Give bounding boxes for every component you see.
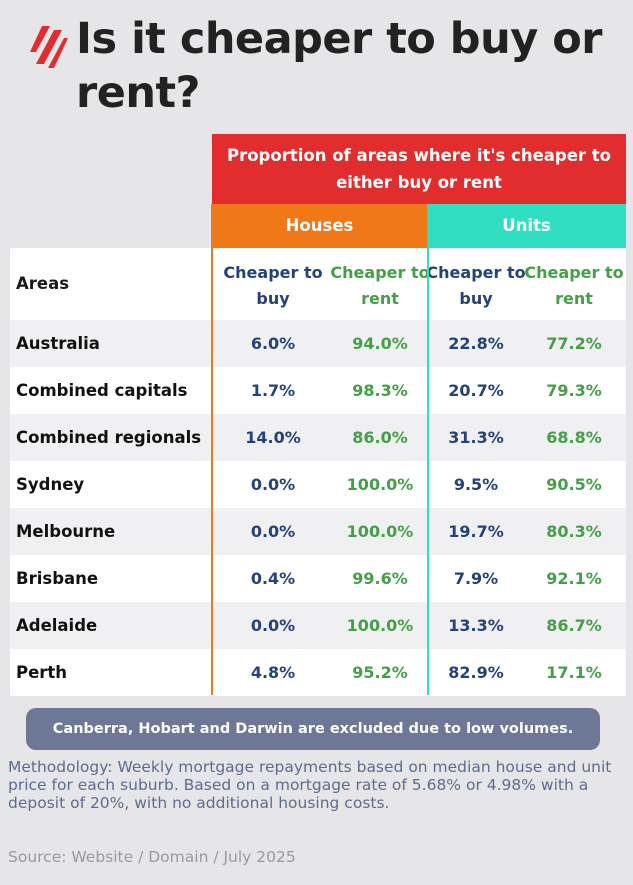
cell-houses-buy: 4.8% [250,663,296,682]
table-row: Melbourne 0.0% 100.0% 19.7% 80.3% [10,508,626,555]
houses-divider [211,204,213,695]
cell-units-buy: 13.3% [448,616,504,635]
cell-houses-buy: 0.0% [250,475,296,494]
column-header-row: Areas Cheaper to buy Cheaper to rent Che… [10,248,626,320]
cell-houses-buy: 1.7% [250,381,296,400]
cell-houses-buy: 0.0% [250,616,296,635]
table-row: Perth 4.8% 95.2% 82.9% 17.1% [10,649,626,696]
cell-houses-rent: 95.2% [352,663,408,682]
cell-houses-rent: 100.0% [346,616,414,635]
cell-units-buy: 9.5% [453,475,499,494]
cell-units-buy: 7.9% [453,569,499,588]
cell-units-rent: 90.5% [546,475,602,494]
cell-houses-rent: 100.0% [346,522,414,541]
cell-houses-buy: 6.0% [250,334,296,353]
column-header-units-buy: Cheaper to buy [426,263,526,308]
cell-houses-rent: 99.6% [352,569,408,588]
area-name: Brisbane [16,569,99,588]
cell-units-buy: 82.9% [448,663,504,682]
units-divider [427,204,429,695]
table-row: Sydney 0.0% 100.0% 9.5% 90.5% [10,461,626,508]
cell-units-buy: 19.7% [448,522,504,541]
area-name: Australia [16,334,100,353]
exclusion-note: Canberra, Hobart and Darwin are excluded… [26,708,600,750]
column-header-houses-buy: Cheaper to buy [223,263,323,308]
cell-units-buy: 22.8% [448,334,504,353]
table-header-proportion: Proportion of areas where it's cheaper t… [212,134,626,204]
column-header-units-rent: Cheaper to rent [524,263,624,308]
group-header-units: Units [427,204,626,248]
table-row: Combined capitals 1.7% 98.3% 20.7% 79.3% [10,367,626,414]
cell-units-rent: 92.1% [546,569,602,588]
cell-houses-buy: 0.4% [250,569,296,588]
table-row: Combined regionals 14.0% 86.0% 31.3% 68.8% [10,414,626,461]
cell-units-rent: 17.1% [546,663,602,682]
cell-units-buy: 31.3% [448,428,504,447]
cell-houses-rent: 98.3% [352,381,408,400]
column-header-houses-rent: Cheaper to rent [330,263,430,308]
cell-units-rent: 86.7% [546,616,602,635]
cell-houses-buy: 0.0% [250,522,296,541]
cell-units-rent: 80.3% [546,522,602,541]
cell-houses-buy: 14.0% [245,428,301,447]
table-row: Adelaide 0.0% 100.0% 13.3% 86.7% [10,602,626,649]
table-row: Brisbane 0.4% 99.6% 7.9% 92.1% [10,555,626,602]
area-name: Adelaide [16,616,98,635]
area-name: Perth [16,663,68,682]
cell-houses-rent: 94.0% [352,334,408,353]
area-name: Sydney [16,475,85,494]
cell-units-rent: 68.8% [546,428,602,447]
page-title: Is it cheaper to buy or rent? [76,14,602,118]
sbs-logo-icon [30,26,68,68]
source-text: Source: Website / Domain / July 2025 [8,848,296,866]
methodology-text: Methodology: Weekly mortgage repayments … [8,758,612,812]
cell-houses-rent: 100.0% [346,475,414,494]
table-row: Australia 6.0% 94.0% 22.8% 77.2% [10,320,626,367]
area-name: Combined regionals [16,428,202,447]
area-name: Melbourne [16,522,116,541]
cell-units-rent: 79.3% [546,381,602,400]
cell-units-rent: 77.2% [546,334,602,353]
cell-houses-rent: 86.0% [352,428,408,447]
area-name: Combined capitals [16,381,188,400]
column-header-areas: Areas [16,274,70,293]
group-header-houses: Houses [212,204,427,248]
cell-units-buy: 20.7% [448,381,504,400]
